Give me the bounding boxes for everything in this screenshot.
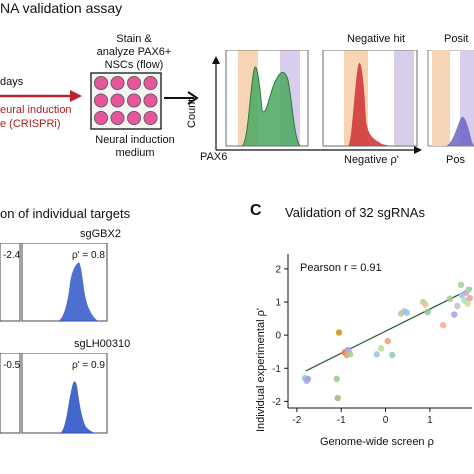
scatter-point (403, 309, 411, 316)
well (127, 111, 142, 126)
timeline-arrow (0, 90, 82, 102)
panel-c-letter: C (250, 202, 262, 219)
well (94, 76, 108, 90)
sg-gbx2-plot (0, 243, 108, 322)
medium-label-1: Neural induction (95, 134, 175, 146)
medium-label-2: medium (115, 147, 155, 159)
sg-lh00310-rho: ρ' = 0.9 (72, 360, 105, 371)
scatter-point (424, 308, 431, 316)
well (110, 76, 125, 90)
scatter-point (388, 351, 396, 359)
sg-lh00310-title: sgLH00310 (74, 338, 131, 350)
panel-c-title: Validation of 32 sgRNAs (285, 205, 425, 220)
well (127, 93, 142, 108)
stain-label-1: Stain & (116, 33, 152, 45)
induction-label-1: eural induction (0, 104, 72, 116)
blue-histogram (446, 116, 474, 146)
scatter-point (346, 351, 354, 358)
negative-rho-label: Negative ρ' (344, 154, 399, 166)
well (110, 93, 125, 108)
scatter-point (377, 345, 385, 352)
y-tick-label: 2 (275, 264, 281, 275)
y-tick-label: 0 (275, 331, 281, 342)
green-histogram (242, 67, 300, 146)
scatter-point (333, 375, 340, 383)
scatter-point (464, 300, 471, 307)
well (143, 111, 158, 126)
panel-a-title: NA validation assay (0, 0, 123, 16)
sg-lh00310-peak (60, 381, 96, 433)
scatter-plot: -2 -1 0 1 -2 -1 0 1 2 (272, 254, 473, 426)
sg-gbx2-title: sgGBX2 (80, 228, 121, 240)
days-label: days (0, 76, 24, 88)
x-tick-label: 0 (383, 415, 389, 426)
scatter-point (465, 286, 473, 293)
pax6-label: PAX6 (200, 151, 228, 163)
flow-histograms (212, 50, 474, 154)
y-tick-label: -1 (272, 364, 281, 375)
stain-label-3: NSCs (flow) (104, 59, 164, 71)
scatter-point (422, 301, 429, 308)
well (143, 76, 158, 90)
count-label: Count (186, 98, 198, 128)
sg-lh00310-plot (0, 353, 108, 434)
positive-hit-title: Posit (444, 33, 469, 45)
panel-b-title: on of individual targets (0, 206, 131, 221)
x-tick-label: -2 (292, 415, 301, 426)
well (110, 111, 125, 126)
stain-label-2: analyze PAX6+ (96, 46, 172, 58)
scatter-point (335, 329, 343, 336)
scatter-point (454, 302, 461, 310)
y-tick-label: -2 (272, 397, 281, 408)
scatter-xlabel: Genome-wide screen ρ (320, 436, 434, 448)
sg-gbx2-rho: ρ' = 0.8 (72, 250, 105, 261)
sg-lh00310-left-value: -0.5 (3, 360, 21, 371)
y-tick-label: 1 (275, 298, 281, 309)
scatter-point (451, 311, 458, 318)
pearson-annotation: Pearson r = 0.91 (300, 262, 382, 274)
well (143, 93, 158, 108)
process-arrow (164, 91, 199, 105)
positive-rho-label: Pos (446, 154, 465, 166)
scatter-point (439, 322, 447, 329)
x-tick-label: -1 (337, 415, 346, 426)
red-histogram (348, 63, 390, 146)
scatter-point (446, 295, 454, 302)
scatter-point (384, 337, 391, 345)
scatter-point (466, 294, 473, 302)
well (94, 93, 108, 108)
fit-line (305, 287, 473, 372)
scatter-point (457, 281, 465, 288)
scatter-point (373, 351, 380, 358)
scatter-point (334, 394, 341, 402)
sg-gbx2-left-value: -2.4 (3, 250, 21, 261)
well (127, 76, 142, 90)
scatter-point (304, 375, 312, 383)
induction-label-2: e (CRISPRi) (0, 118, 61, 130)
scatter-ylabel: Individual experimental ρ' (255, 308, 267, 432)
negative-hit-title: Negative hit (347, 33, 406, 45)
sg-gbx2-peak (58, 262, 98, 321)
well-plate (90, 72, 162, 130)
x-tick-label: 1 (427, 415, 433, 426)
well (94, 111, 108, 126)
